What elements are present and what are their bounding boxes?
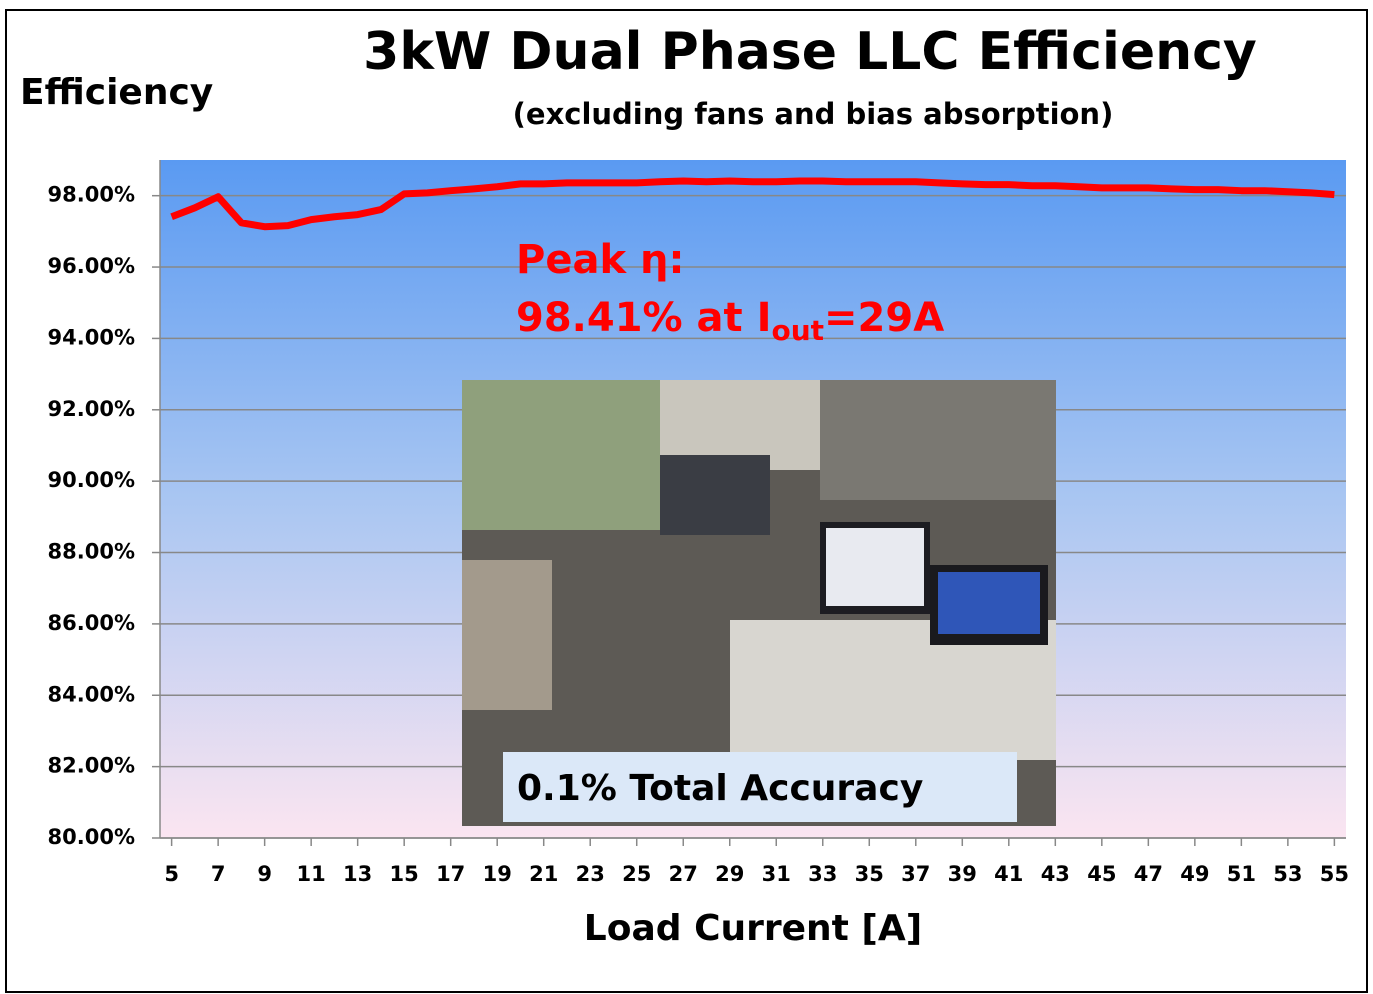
x-tick-label: 53 <box>1273 862 1302 886</box>
peak-value: 98.41% at I <box>516 295 771 341</box>
y-tick-label: 90.00% <box>48 468 135 492</box>
peak-annotation: 98.41% at Iout=29A <box>516 295 944 347</box>
peak-label: Peak η: <box>516 237 684 283</box>
x-tick-label: 31 <box>762 862 791 886</box>
chart: 3kW Dual Phase LLC Efficiency (excluding… <box>0 0 1373 994</box>
x-tick-label: 39 <box>948 862 977 886</box>
x-tick-label: 27 <box>669 862 698 886</box>
x-tick-label: 45 <box>1087 862 1116 886</box>
x-tick-label: 37 <box>901 862 930 886</box>
y-tick-label: 82.00% <box>48 754 135 778</box>
x-tick-label: 55 <box>1320 862 1349 886</box>
chart-title: 3kW Dual Phase LLC Efficiency <box>363 22 1257 82</box>
x-tick-label: 9 <box>257 862 272 886</box>
x-tick-label: 11 <box>297 862 326 886</box>
photo-caption: 0.1% Total Accuracy <box>517 768 923 809</box>
x-tick-label: 23 <box>576 862 605 886</box>
x-tick-label: 19 <box>483 862 512 886</box>
y-tick-label: 96.00% <box>48 254 135 278</box>
x-tick-label: 41 <box>994 862 1023 886</box>
peak-subscript: out <box>771 314 824 347</box>
x-tick-label: 51 <box>1227 862 1256 886</box>
peak-end: =29A <box>824 295 944 341</box>
y-tick-label: 84.00% <box>48 682 135 706</box>
x-tick-label: 21 <box>529 862 558 886</box>
x-tick-label: 7 <box>211 862 226 886</box>
y-tick-label: 80.00% <box>48 825 135 849</box>
x-tick-label: 33 <box>808 862 837 886</box>
y-tick-label: 88.00% <box>48 540 135 564</box>
x-tick-label: 13 <box>343 862 372 886</box>
x-tick-label: 29 <box>715 862 744 886</box>
x-tick-label: 35 <box>855 862 884 886</box>
x-axis-label: Load Current [A] <box>584 908 922 949</box>
y-tick-label: 98.00% <box>48 183 135 207</box>
x-tick-label: 43 <box>1041 862 1070 886</box>
y-tick-label: 86.00% <box>48 611 135 635</box>
y-tick-label: 92.00% <box>48 397 135 421</box>
x-tick-label: 49 <box>1180 862 1209 886</box>
chart-subtitle: (excluding fans and bias absorption) <box>513 97 1114 131</box>
x-tick-label: 5 <box>164 862 179 886</box>
y-axis-label: Efficiency <box>20 72 213 113</box>
x-tick-label: 47 <box>1134 862 1163 886</box>
y-tick-label: 94.00% <box>48 325 135 349</box>
photo <box>462 380 1056 826</box>
x-tick-label: 15 <box>390 862 419 886</box>
x-tick-label: 25 <box>622 862 651 886</box>
x-tick-label: 17 <box>436 862 465 886</box>
